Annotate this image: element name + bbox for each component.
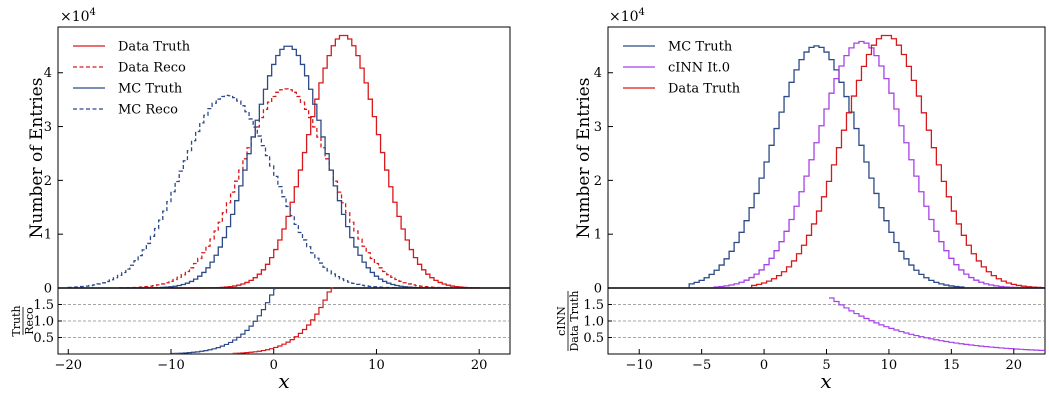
right-multiplier-base: ×10 bbox=[609, 9, 639, 25]
y-tick-label: 2 bbox=[594, 174, 602, 189]
histogram-data-truth bbox=[750, 34, 1045, 289]
legend-label: MC Reco bbox=[118, 103, 178, 118]
y-tick-label: 4 bbox=[44, 66, 52, 81]
legend-item: Data Reco bbox=[73, 61, 186, 76]
ratio-y-tick-label: 1.0 bbox=[583, 315, 604, 330]
legend-label: Data Truth bbox=[118, 40, 191, 55]
left-ratio-reference-lines bbox=[58, 304, 510, 338]
left-x-ticks: −20 −10 0 10 20 bbox=[55, 349, 488, 373]
x-tick-label: 0 bbox=[270, 358, 278, 373]
legend-item: MC Truth bbox=[623, 40, 733, 55]
ratio-y-tick-label: 1.5 bbox=[33, 298, 54, 313]
y-tick-label: 2 bbox=[44, 174, 52, 189]
right-y-axis-label: Number of Entries bbox=[574, 78, 594, 239]
x-tick-label: 5 bbox=[822, 358, 830, 373]
y-tick-label: 1 bbox=[594, 228, 602, 243]
y-tick-label: 0 bbox=[44, 282, 52, 297]
x-tick-label: −10 bbox=[625, 358, 652, 373]
legend-item: MC Truth bbox=[73, 82, 183, 97]
legend-item: Data Truth bbox=[623, 82, 741, 97]
right-ratio-curves bbox=[829, 297, 1045, 352]
histogram-cinn-it-0 bbox=[713, 40, 1045, 289]
ratio-y-tick-label: 1.5 bbox=[583, 298, 604, 313]
ratio-curve bbox=[171, 288, 276, 355]
legend-item: Data Truth bbox=[73, 40, 191, 55]
right-ratio-y-label: cINN Data Truth bbox=[555, 290, 581, 351]
ratio-y-tick-label: 1.0 bbox=[33, 315, 54, 330]
y-tick-label: 0 bbox=[594, 282, 602, 297]
y-tick-label: 3 bbox=[44, 120, 52, 135]
histogram-data-reco bbox=[118, 88, 480, 289]
left-ratio-y-ticks: 0.51.0 1.5 bbox=[33, 298, 62, 346]
right-main-y-ticks: 0 1 2 3 4 bbox=[594, 66, 613, 297]
x-tick-label: −10 bbox=[157, 358, 184, 373]
x-tick-label: 15 bbox=[943, 358, 960, 373]
legend-label: MC Truth bbox=[668, 40, 733, 55]
left-multiplier-exponent: 4 bbox=[90, 7, 96, 18]
left-ratio-y-label: Truth Reco bbox=[10, 305, 36, 336]
legend-label: cINN It.0 bbox=[668, 61, 730, 76]
left-ratio-plot: 0.51.0 1.5 −20 −10 0 10 20 Truth Reco x bbox=[10, 287, 511, 393]
left-multiplier-base: ×10 bbox=[60, 9, 90, 25]
ratio-curve bbox=[829, 297, 1045, 352]
left-ratio-numerator: Truth bbox=[10, 305, 23, 336]
right-ratio-reference-lines bbox=[608, 304, 1045, 338]
legend-item: MC Reco bbox=[73, 103, 178, 118]
left-legend: Data Truth Data Reco MC Truth MC Reco bbox=[73, 40, 191, 118]
left-y-axis-label: Number of Entries bbox=[27, 78, 47, 239]
left-main-y-ticks: 0 1 2 3 4 bbox=[44, 66, 63, 297]
histogram-data-truth bbox=[171, 34, 480, 289]
left-ratio-curves bbox=[171, 287, 334, 355]
x-tick-label: 10 bbox=[881, 358, 898, 373]
histogram-mc-truth bbox=[118, 45, 450, 289]
left-y-multiplier: ×104 bbox=[60, 7, 96, 25]
histogram-mc-truth bbox=[688, 45, 965, 288]
x-tick-label: −20 bbox=[55, 358, 82, 373]
legend-item: cINN It.0 bbox=[623, 61, 730, 76]
x-tick-label: −5 bbox=[692, 358, 711, 373]
right-x-ticks: −10 −5 0 5 10 15 20 bbox=[625, 349, 1022, 373]
legend-label: Data Truth bbox=[668, 82, 741, 97]
legend-label: Data Reco bbox=[118, 61, 186, 76]
right-ratio-numerator: cINN bbox=[555, 306, 568, 336]
right-legend: MC Truth cINN It.0 Data Truth bbox=[623, 40, 741, 97]
x-tick-label: 20 bbox=[471, 358, 488, 373]
x-tick-label: 20 bbox=[1006, 358, 1023, 373]
right-x-axis-label: x bbox=[820, 369, 831, 393]
y-tick-label: 4 bbox=[594, 66, 602, 81]
right-ratio-denominator: Data Truth bbox=[568, 290, 581, 351]
x-tick-label: 10 bbox=[368, 358, 385, 373]
y-tick-label: 1 bbox=[44, 228, 52, 243]
histogram-mc-reco bbox=[67, 94, 398, 289]
right-multiplier-exponent: 4 bbox=[639, 7, 645, 18]
ratio-curve bbox=[232, 287, 334, 354]
right-y-multiplier: ×104 bbox=[609, 7, 645, 25]
ratio-y-tick-label: 0.5 bbox=[33, 331, 54, 346]
ratio-y-tick-label: 0.5 bbox=[583, 331, 604, 346]
x-tick-label: 0 bbox=[760, 358, 768, 373]
left-x-axis-label: x bbox=[278, 369, 289, 393]
left-ratio-denominator: Reco bbox=[23, 307, 36, 335]
right-ratio-y-ticks: 0.51.0 1.5 bbox=[583, 298, 612, 346]
y-tick-label: 3 bbox=[594, 120, 602, 135]
right-ratio-plot: 0.51.01.5 −10 −5 0 5 10 15 20 cINN Data Truth … bbox=[555, 287, 1046, 393]
legend-label: MC Truth bbox=[118, 82, 183, 97]
